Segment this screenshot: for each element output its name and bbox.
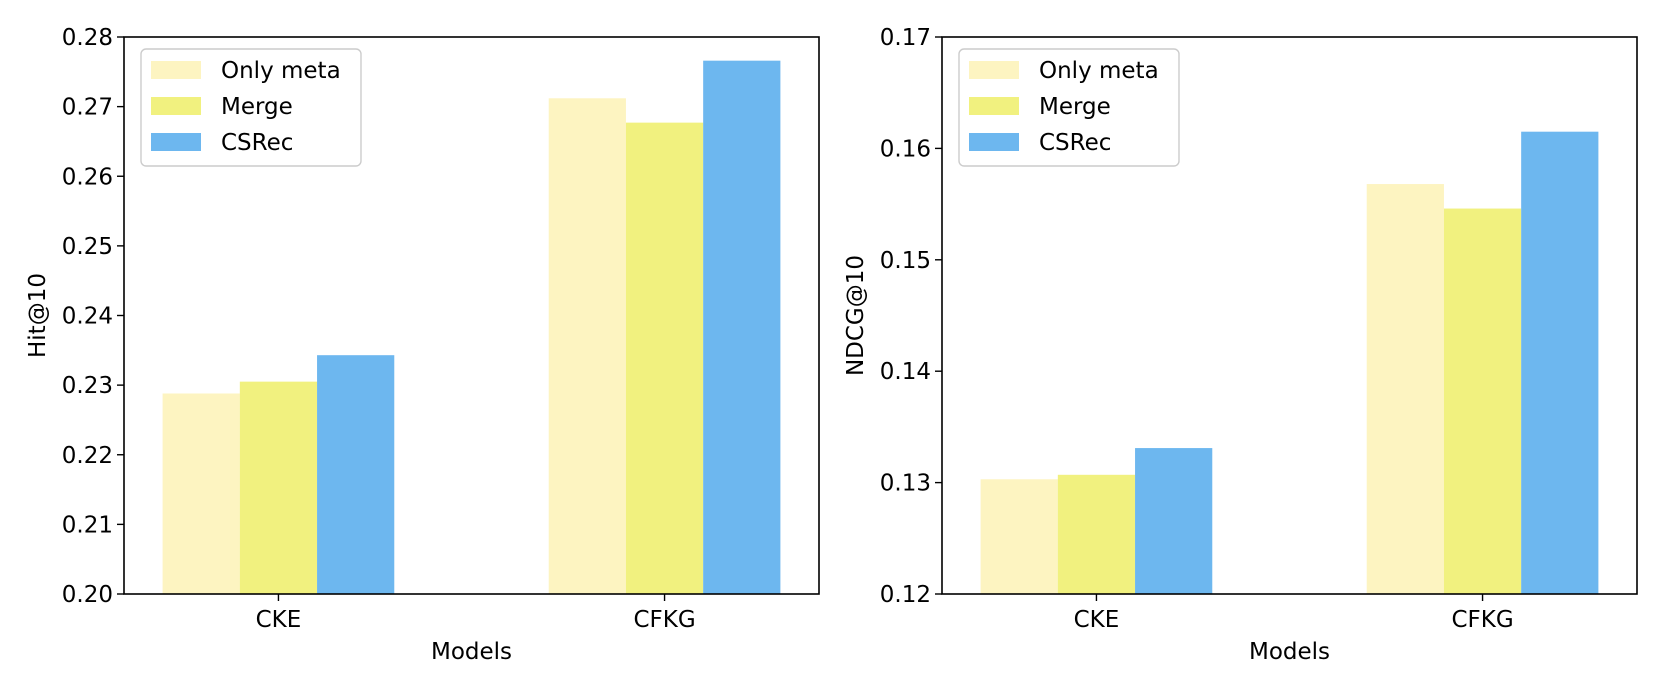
legend-swatch bbox=[151, 133, 201, 151]
y-tick-label: 0.15 bbox=[880, 248, 931, 274]
x-tick-label: CFKG bbox=[1451, 607, 1513, 633]
y-tick-label: 0.12 bbox=[880, 582, 931, 608]
legend-swatch bbox=[969, 61, 1019, 79]
y-tick-label: 0.17 bbox=[880, 25, 931, 51]
y-tick-label: 0.23 bbox=[62, 373, 113, 399]
bar-csrec-cfkg bbox=[1521, 131, 1599, 594]
bar-merge-cke bbox=[1057, 474, 1136, 594]
legend-swatch bbox=[969, 133, 1019, 151]
ndcg-at-10-chart: 0.12 0.13 0.14 0.15 0.16 0.17 CKE CFKG Models NDC… bbox=[843, 25, 1638, 665]
legend-swatch bbox=[151, 97, 201, 115]
y-tick-label: 0.21 bbox=[62, 512, 113, 538]
bar-csrec-cke bbox=[1135, 448, 1213, 594]
bar-only-meta-cfkg bbox=[1366, 184, 1444, 594]
y-axis-title: NDCG@10 bbox=[843, 255, 869, 376]
hit-at-10-chart: 0.20 0.21 0.22 0.23 0.24 0.25 0.26 0.27 0.28 CKE C… bbox=[25, 25, 820, 665]
bar-merge-cke bbox=[239, 381, 318, 594]
y-tick-label: 0.20 bbox=[62, 582, 113, 608]
legend: Only meta Merge CSRec bbox=[140, 48, 362, 167]
x-axis-title: Models bbox=[1249, 639, 1330, 665]
x-tick-label: CKE bbox=[1074, 607, 1120, 633]
x-tick-label: CKE bbox=[256, 607, 302, 633]
y-tick-label: 0.26 bbox=[62, 164, 113, 190]
y-tick-label: 0.14 bbox=[880, 359, 931, 385]
y-tick-label: 0.16 bbox=[880, 136, 931, 162]
legend-label: Merge bbox=[1039, 94, 1111, 120]
y-tick-label: 0.27 bbox=[62, 95, 113, 121]
plot-frame bbox=[941, 36, 1638, 595]
y-axis-title: Hit@10 bbox=[25, 273, 51, 358]
legend: Only meta Merge CSRec bbox=[958, 48, 1180, 167]
legend-label: CSRec bbox=[221, 130, 293, 156]
y-tick-label: 0.22 bbox=[62, 443, 113, 469]
bar-only-meta-cke bbox=[162, 393, 240, 594]
bar-csrec-cfkg bbox=[703, 60, 781, 595]
x-axis-title: Models bbox=[431, 639, 512, 665]
legend-label: Only meta bbox=[1039, 58, 1159, 84]
bar-merge-cfkg bbox=[1443, 208, 1522, 594]
bar-only-meta-cfkg bbox=[548, 98, 626, 595]
y-tick-label: 0.25 bbox=[62, 234, 113, 260]
legend-swatch bbox=[969, 97, 1019, 115]
legend-label: CSRec bbox=[1039, 130, 1111, 156]
bar-only-meta-cke bbox=[980, 479, 1058, 594]
bar-merge-cfkg bbox=[625, 122, 704, 595]
y-tick-label: 0.13 bbox=[880, 471, 931, 497]
legend-swatch bbox=[151, 61, 201, 79]
x-tick-label: CFKG bbox=[633, 607, 695, 633]
y-tick-label: 0.24 bbox=[62, 304, 113, 330]
legend-label: Only meta bbox=[221, 58, 341, 84]
bar-csrec-cke bbox=[317, 355, 395, 594]
y-tick-label: 0.28 bbox=[62, 25, 113, 51]
legend-label: Merge bbox=[221, 94, 293, 120]
